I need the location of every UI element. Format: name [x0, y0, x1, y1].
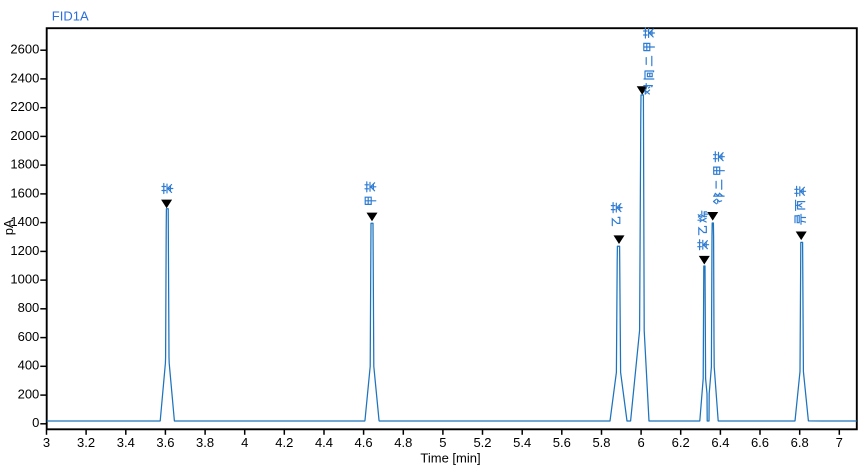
- svg-text:6.4: 6.4: [711, 435, 729, 450]
- svg-text:3.4: 3.4: [117, 435, 135, 450]
- svg-text:6.2: 6.2: [672, 435, 690, 450]
- svg-text:4: 4: [241, 435, 248, 450]
- svg-text:1400: 1400: [10, 214, 39, 229]
- svg-text:0: 0: [32, 415, 39, 430]
- svg-text:400: 400: [18, 358, 40, 373]
- svg-text:1200: 1200: [10, 243, 39, 258]
- svg-text:2400: 2400: [10, 70, 39, 85]
- svg-text:800: 800: [18, 300, 40, 315]
- svg-text:5.8: 5.8: [592, 435, 610, 450]
- svg-text:4.6: 4.6: [355, 435, 373, 450]
- svg-text:600: 600: [18, 329, 40, 344]
- svg-text:3: 3: [43, 435, 50, 450]
- svg-text:2600: 2600: [10, 42, 39, 57]
- svg-text:5.4: 5.4: [513, 435, 531, 450]
- svg-text:5.6: 5.6: [553, 435, 571, 450]
- svg-text:Time [min]: Time [min]: [420, 450, 480, 465]
- svg-text:4.4: 4.4: [315, 435, 333, 450]
- svg-text:FID1A: FID1A: [52, 9, 89, 24]
- svg-text:pA: pA: [1, 219, 16, 235]
- svg-text:2200: 2200: [10, 99, 39, 114]
- svg-text:6.8: 6.8: [791, 435, 809, 450]
- svg-text:4.8: 4.8: [394, 435, 412, 450]
- svg-text:2000: 2000: [10, 128, 39, 143]
- svg-text:7: 7: [836, 435, 843, 450]
- svg-text:1000: 1000: [10, 272, 39, 287]
- svg-text:4.2: 4.2: [275, 435, 293, 450]
- svg-text:6: 6: [637, 435, 644, 450]
- svg-text:3.6: 3.6: [156, 435, 174, 450]
- svg-text:6.6: 6.6: [751, 435, 769, 450]
- svg-text:5: 5: [439, 435, 446, 450]
- svg-text:3.2: 3.2: [77, 435, 95, 450]
- svg-text:1600: 1600: [10, 185, 39, 200]
- svg-text:1800: 1800: [10, 157, 39, 172]
- svg-text:3.8: 3.8: [196, 435, 214, 450]
- svg-text:200: 200: [18, 387, 40, 402]
- svg-text:5.2: 5.2: [473, 435, 491, 450]
